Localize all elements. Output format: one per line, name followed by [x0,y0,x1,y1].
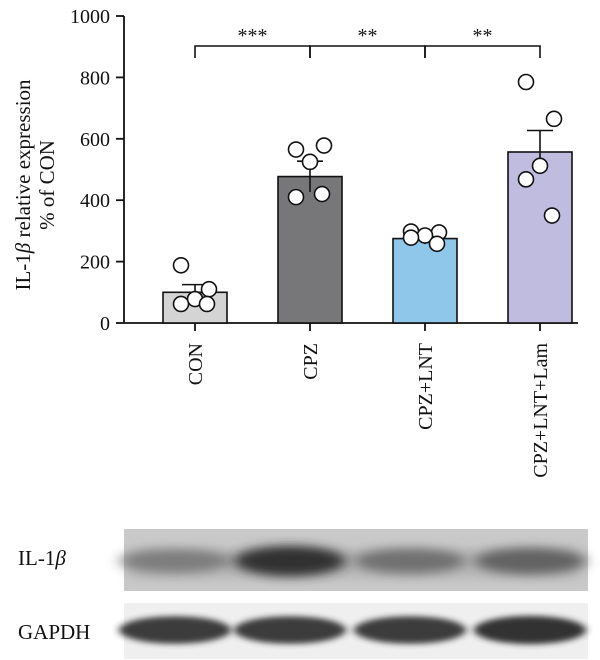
significance-label: *** [238,25,268,47]
y-tick-label: 400 [80,190,110,212]
significance-bracket [424,45,541,58]
blot-band [354,548,466,574]
y-tick-label: 800 [80,67,110,89]
data-point [172,256,190,274]
blot-band [474,615,586,645]
data-point [287,141,305,158]
blot-band [354,616,466,644]
y-axis-label-line2: % of CON [35,140,59,230]
x-tick-label: CPZ+LNT+Lam [530,343,552,478]
data-point [200,280,218,298]
axes: 0 200 400 600 800 1000 [70,6,578,335]
x-tick-label: CPZ+LNT [415,343,437,430]
data-point [543,207,561,224]
data-point [545,110,563,128]
x-tick-labels: CON CPZ CPZ+LNT CPZ+LNT+Lam [185,343,552,478]
y-tick-label: 200 [80,252,110,274]
svg-text:IL-1β relative expression: IL-1β relative expression [11,79,35,291]
bar-cpz [277,175,343,324]
blot-label-gapdh: GAPDH [18,620,91,644]
blot-band [474,547,586,575]
blot-band [234,545,346,577]
significance-label: ** [358,25,378,47]
bars [162,151,573,324]
blot-band [119,548,231,574]
data-point [313,185,331,203]
blot-band [234,616,346,644]
data-point [517,73,535,91]
x-tick-label: CON [185,343,207,385]
data-point [287,188,305,206]
y-tick-label: 0 [100,313,110,335]
bar-cpz-lnt-lam [507,151,573,324]
significance-bracket [194,45,311,58]
error-bars [182,129,553,300]
significance-bracket [309,45,426,58]
data-point [315,137,333,154]
data-point [301,153,319,171]
blot-band [119,616,231,644]
data-points [172,73,563,313]
blot-label-il1b: IL-1β [18,546,66,570]
y-tick-label: 600 [80,129,110,151]
y-axis-label: IL-1β relative expression % of CON [11,79,59,291]
x-tick-label: CPZ [300,343,322,380]
significance-label: ** [473,25,493,47]
data-point [531,157,549,175]
bar-cpz-lnt [392,237,458,324]
data-point [402,229,420,246]
data-point [172,295,190,313]
data-point [428,235,446,253]
significance-brackets: *** ** ** [194,25,541,58]
data-point [517,171,535,188]
data-point [198,295,216,313]
y-tick-label: 1000 [70,6,110,28]
western-blot [119,529,588,659]
